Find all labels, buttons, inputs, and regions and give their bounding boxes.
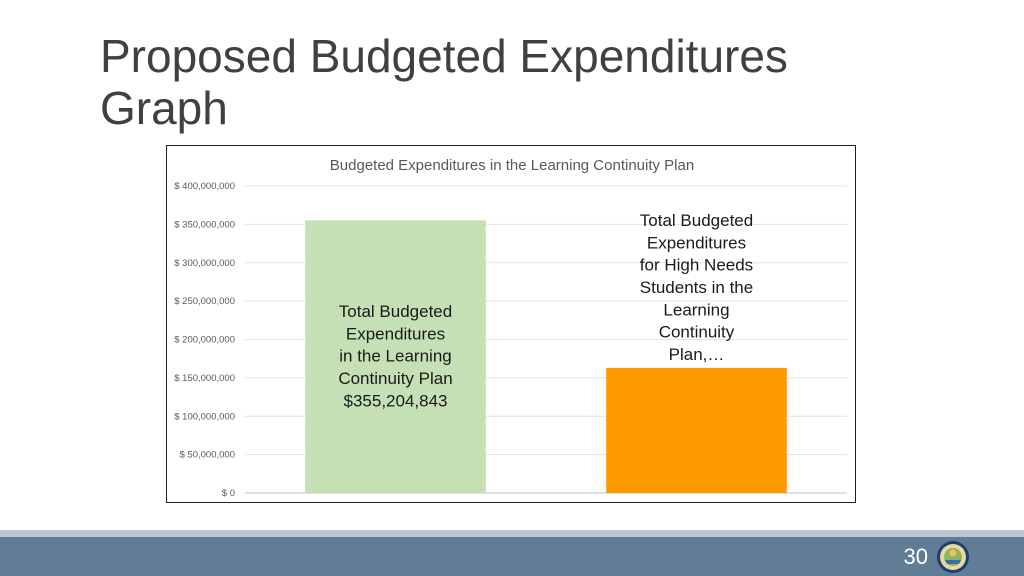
page-number: 30: [903, 544, 928, 569]
data-label-line: Continuity Plan: [338, 369, 452, 388]
data-label-line: Total Budgeted: [640, 211, 753, 230]
data-label-line: Expenditures: [647, 233, 746, 252]
y-tick-label: $ 100,000,000: [174, 411, 235, 422]
y-tick-label: $ 400,000,000: [174, 181, 235, 192]
data-label-line: $355,204,843: [344, 391, 448, 410]
data-label-line: Expenditures: [346, 324, 445, 343]
department-seal-icon: [937, 541, 969, 573]
y-tick-label: $ 200,000,000: [174, 335, 235, 346]
chart-title: Budgeted Expenditures in the Learning Co…: [330, 157, 694, 174]
data-label-line: for High Needs: [640, 256, 753, 275]
y-tick-label: $ 150,000,000: [174, 373, 235, 384]
chart-canvas: Budgeted Expenditures in the Learning Co…: [174, 157, 847, 499]
bar: [305, 220, 486, 493]
slide-title: Proposed Budgeted Expenditures Graph: [100, 30, 980, 134]
y-tick-label: $ 0: [222, 488, 235, 499]
y-tick-label: $ 350,000,000: [174, 219, 235, 230]
bar: [606, 367, 787, 493]
data-label-line: Plan,…: [669, 345, 725, 364]
data-label-line: Total Budgeted: [339, 302, 452, 321]
data-label-line: in the Learning: [339, 347, 451, 366]
data-label-line: Continuity: [659, 323, 735, 342]
slide-title-line-1: Proposed Budgeted Expenditures: [100, 30, 788, 82]
data-label: Total Budgeted Expenditures in the Learnin…: [338, 302, 452, 410]
y-tick-label: $ 250,000,000: [174, 296, 235, 307]
y-tick-label: $ 50,000,000: [180, 450, 235, 461]
data-label-line: Students in the: [640, 278, 753, 297]
expenditures-bar-chart: Budgeted Expenditures in the Learning Co…: [166, 145, 856, 503]
footer-bar: [0, 537, 1024, 576]
y-tick-label: $ 300,000,000: [174, 258, 235, 269]
data-label-line: Learning: [663, 300, 729, 319]
slide-title-line-2: Graph: [100, 82, 228, 134]
footer-divider: [0, 530, 1024, 537]
data-label: Total Budgeted Expenditures for High Needs…: [640, 211, 753, 364]
